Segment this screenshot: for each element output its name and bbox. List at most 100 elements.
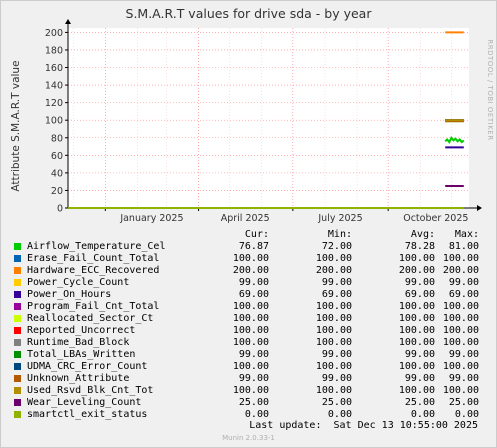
y-tick-label: 20 <box>51 186 63 197</box>
legend-cur-value: 100.00 <box>232 313 269 324</box>
legend-swatch <box>14 387 21 394</box>
legend-cur-value: 25.00 <box>238 397 269 408</box>
legend-avg-value: 200.00 <box>398 265 435 276</box>
legend-row: Power_Cycle_Count 99.00 99.00 99.00 99.00 <box>1 277 496 289</box>
legend-series-name: Program_Fail_Cnt_Total <box>27 301 160 312</box>
legend-max-value: 100.00 <box>442 313 479 324</box>
legend-series-name: Used_Rsvd_Blk_Cnt_Tot <box>27 385 154 396</box>
legend-swatch <box>14 327 21 334</box>
legend-min-value: 0.00 <box>327 409 352 420</box>
legend-avg-value: 25.00 <box>404 397 435 408</box>
legend-header-max: Max: <box>454 229 479 240</box>
legend-series-name: smartctl_exit_status <box>27 409 148 420</box>
legend-max-value: 100.00 <box>442 337 479 348</box>
y-tick-label: 0 <box>57 204 63 215</box>
legend-row: Runtime_Bad_Block 100.00 100.00 100.00 100.0… <box>1 337 496 349</box>
legend-row: Power_On_Hours 69.00 69.00 69.00 69.00 <box>1 289 496 301</box>
munin-version: Munin 2.0.33-1 <box>222 434 275 442</box>
legend-row: Program_Fail_Cnt_Total 100.00 100.00 100.00… <box>1 301 496 313</box>
y-tick-label: 60 <box>51 151 63 162</box>
x-tick-label: January 2025 <box>119 213 183 224</box>
legend-cur-value: 200.00 <box>232 265 269 276</box>
legend-avg-value: 99.00 <box>404 277 435 288</box>
legend-row: Erase_Fail_Count_Total 100.00 100.00 100.00… <box>1 253 496 265</box>
x-tick-label: July 2025 <box>317 213 362 224</box>
legend-series-name: Wear_Leveling_Count <box>27 397 142 408</box>
legend-cur-value: 0.00 <box>244 409 269 420</box>
legend-cur-value: 100.00 <box>232 385 269 396</box>
legend-swatch <box>14 351 21 358</box>
legend-avg-value: 100.00 <box>398 325 435 336</box>
legend-series-name: Airflow_Temperature_Cel <box>27 241 166 252</box>
legend-min-value: 99.00 <box>321 349 352 360</box>
legend-min-value: 100.00 <box>315 385 352 396</box>
legend-min-value: 99.00 <box>321 277 352 288</box>
legend-max-value: 0.00 <box>454 409 479 420</box>
legend-max-value: 99.00 <box>448 373 479 384</box>
y-axis-arrow <box>65 19 71 24</box>
legend-swatch <box>14 267 21 274</box>
legend-swatch <box>14 243 21 250</box>
legend-row: Airflow_Temperature_Cel 76.87 72.00 78.28 81… <box>1 241 496 253</box>
y-tick-label: 180 <box>45 45 63 56</box>
x-tick-label: April 2025 <box>221 213 270 224</box>
legend-cur-value: 69.00 <box>238 289 269 300</box>
legend-avg-value: 69.00 <box>404 289 435 300</box>
legend-min-value: 99.00 <box>321 373 352 384</box>
y-tick-label: 200 <box>45 28 63 39</box>
legend-series-name: Power_Cycle_Count <box>27 277 130 288</box>
legend-series-name: UDMA_CRC_Error_Count <box>27 361 148 372</box>
legend-avg-value: 100.00 <box>398 385 435 396</box>
legend-avg-value: 100.00 <box>398 361 435 372</box>
legend-max-value: 25.00 <box>448 397 479 408</box>
legend-header: Cur: Min: Avg: Max: <box>1 229 496 241</box>
legend-series-name: Hardware_ECC_Recovered <box>27 265 160 276</box>
legend-min-value: 72.00 <box>321 241 352 252</box>
plot-area <box>68 28 469 208</box>
legend-max-value: 100.00 <box>442 361 479 372</box>
legend-swatch <box>14 255 21 262</box>
legend-row: UDMA_CRC_Error_Count 100.00 100.00 100.00 10… <box>1 361 496 373</box>
legend-cur-value: 100.00 <box>232 325 269 336</box>
legend-row: Reallocated_Sector_Ct 100.00 100.00 100.00 1… <box>1 313 496 325</box>
legend-max-value: 69.00 <box>448 289 479 300</box>
legend-max-value: 100.00 <box>442 301 479 312</box>
legend-min-value: 200.00 <box>315 265 352 276</box>
legend-min-value: 100.00 <box>315 361 352 372</box>
legend-swatch <box>14 375 21 382</box>
legend-cur-value: 99.00 <box>238 349 269 360</box>
legend-max-value: 100.00 <box>442 325 479 336</box>
legend-header-avg: Avg: <box>410 229 435 240</box>
legend-row: Used_Rsvd_Blk_Cnt_Tot 100.00 100.00 100.00 1… <box>1 385 496 397</box>
y-tick-label: 160 <box>45 63 63 74</box>
legend-swatch <box>14 363 21 370</box>
legend-min-value: 100.00 <box>315 301 352 312</box>
legend-row: Wear_Leveling_Count 25.00 25.00 25.00 25.00 <box>1 397 496 409</box>
legend-avg-value: 100.00 <box>398 253 435 264</box>
y-tick-label: 80 <box>51 133 63 144</box>
legend: Airflow_Temperature_Cel 76.87 72.00 78.28 81… <box>1 241 496 421</box>
legend-row: Total_LBAs_Written 99.00 99.00 99.00 99.00 <box>1 349 496 361</box>
chart-svg: 0 20 40 60 80 100 120 140 160 180 200 January 2025 A… <box>45 19 482 224</box>
legend-series-name: Power_On_Hours <box>27 289 112 300</box>
legend-series-name: Unknown_Attribute <box>27 373 130 384</box>
legend-max-value: 200.00 <box>442 265 479 276</box>
legend-swatch <box>14 411 21 418</box>
legend-swatch <box>14 303 21 310</box>
legend-row: Unknown_Attribute 99.00 99.00 99.00 99.00 <box>1 373 496 385</box>
legend-row: Hardware_ECC_Recovered 200.00 200.00 200.00… <box>1 265 496 277</box>
legend-series-name: Reallocated_Sector_Ct <box>27 313 154 324</box>
chart-title: S.M.A.R.T values for drive sda - by year <box>125 6 372 21</box>
legend-max-value: 100.00 <box>442 385 479 396</box>
legend-swatch <box>14 279 21 286</box>
legend-series-name: Total_LBAs_Written <box>27 349 136 360</box>
y-tick-label: 100 <box>45 116 63 127</box>
legend-max-value: 100.00 <box>442 253 479 264</box>
x-axis-arrow <box>477 205 482 211</box>
legend-cur-value: 99.00 <box>238 277 269 288</box>
legend-avg-value: 99.00 <box>404 349 435 360</box>
legend-min-value: 100.00 <box>315 313 352 324</box>
legend-swatch <box>14 399 21 406</box>
legend-cur-value: 100.00 <box>232 361 269 372</box>
